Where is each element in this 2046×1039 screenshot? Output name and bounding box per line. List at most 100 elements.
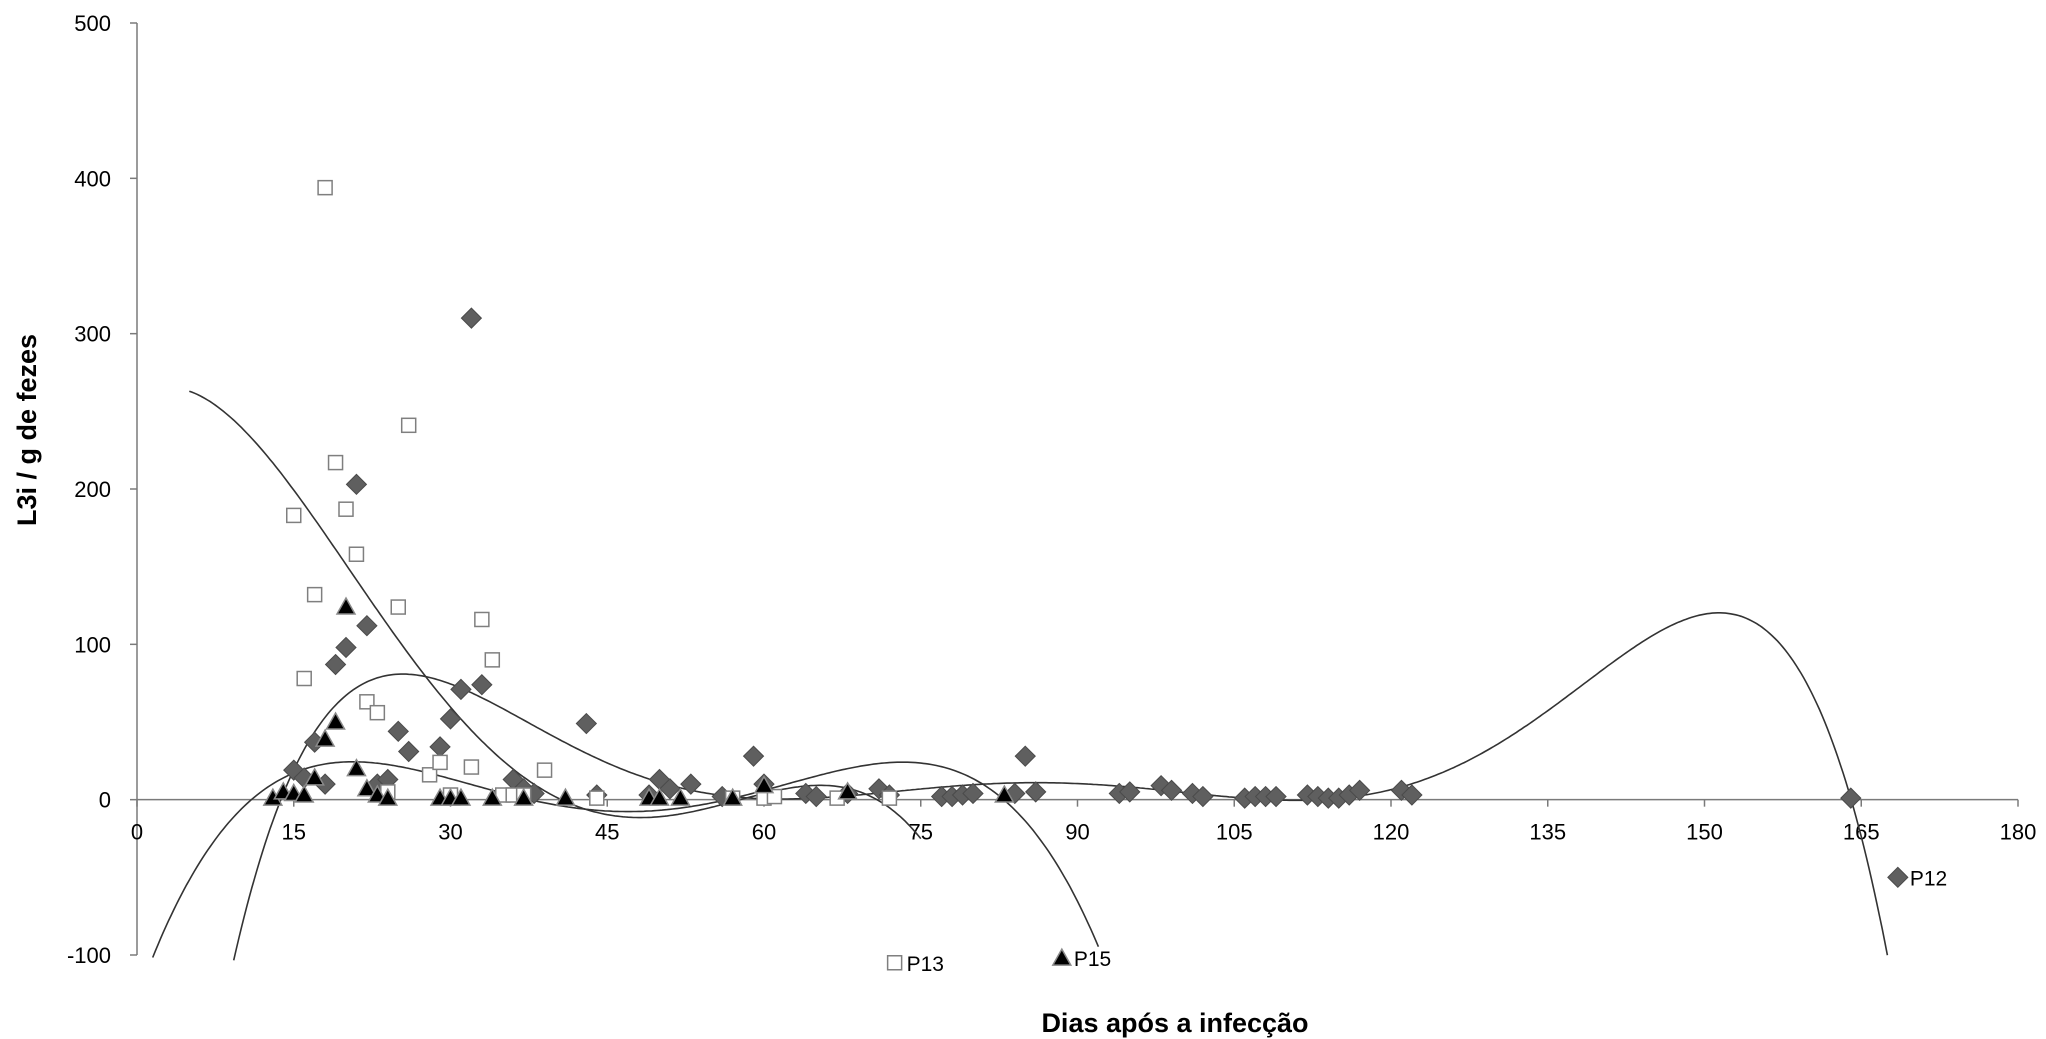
data-point-p12 [1014, 745, 1036, 767]
data-point-p15 [555, 787, 576, 806]
data-point-p13 [296, 670, 312, 687]
data-point-p15 [335, 596, 357, 615]
y-tick-label: 0 [99, 788, 111, 813]
x-tick-label: 120 [1373, 820, 1410, 845]
y-tick-label: -100 [67, 943, 111, 968]
data-point-p12 [742, 745, 765, 767]
data-point-p12 [1840, 787, 1862, 809]
data-point-p12 [335, 636, 357, 659]
y-tick-label: 100 [74, 632, 111, 657]
data-point-p15 [293, 784, 315, 803]
x-tick-label: 135 [1529, 820, 1566, 845]
data-point-p12 [460, 307, 483, 329]
data-point-p13 [317, 179, 333, 196]
data-point-p12 [575, 712, 598, 735]
x-axis-title: Dias após a infecção [1041, 1008, 1308, 1038]
x-tick-label: 150 [1686, 820, 1723, 845]
data-point-p13 [400, 417, 417, 434]
data-point-p13 [338, 501, 354, 517]
x-tick-label: 45 [595, 820, 619, 845]
y-axis-title: L3i / g de fezes [12, 334, 42, 526]
data-point-p15 [314, 728, 336, 747]
tick-labels: -100 0 100 200 300 400 500 0 15 30 45 60 75 90 105 120 1… [67, 11, 2036, 968]
data-point-p15 [304, 767, 325, 786]
series-label-p15: P15 [1051, 947, 1111, 971]
data-point-p12 [680, 773, 702, 795]
trend-curve-p12 [232, 612, 1889, 961]
trend-curve-p13 [189, 390, 922, 840]
data-point-p13 [432, 754, 448, 771]
data-point-p15 [753, 775, 775, 794]
series-label-p15-text: P15 [1074, 948, 1111, 971]
data-point-p12 [1401, 784, 1423, 806]
data-point-p13 [474, 611, 490, 628]
data-point-p12 [962, 782, 984, 805]
data-point-p12 [356, 614, 378, 637]
x-tick-label: 30 [438, 820, 462, 845]
data-point-p12 [387, 720, 409, 743]
data-point-p15 [670, 787, 691, 806]
series-label-p12: P12 [1887, 866, 1947, 890]
data-point-p15 [722, 787, 743, 806]
data-point-p15 [346, 758, 367, 777]
data-point-p12 [345, 473, 368, 496]
y-tick-label: 400 [74, 166, 111, 191]
series-label-p15-marker [1051, 947, 1073, 966]
trend-curves [151, 390, 1889, 961]
x-tick-label: 165 [1843, 820, 1880, 845]
data-point-p13 [369, 704, 386, 721]
x-tick-label: 105 [1216, 820, 1253, 845]
data-point-p12 [1160, 779, 1183, 802]
data-points [262, 179, 1862, 809]
x-tick-label: 15 [282, 820, 306, 845]
x-tick-label: 180 [2000, 820, 2037, 845]
data-point-p15 [325, 711, 346, 730]
data-point-p13 [536, 762, 553, 778]
data-point-p12 [471, 674, 493, 696]
series-label-p13-marker [886, 955, 903, 971]
data-point-p13 [286, 507, 302, 524]
x-tick-label: 60 [752, 820, 776, 845]
data-point-p15 [482, 787, 503, 806]
y-tick-label: 500 [74, 11, 111, 36]
trend-curve-p15 [151, 761, 1100, 958]
data-point-p15 [377, 787, 399, 806]
data-point-p15 [367, 784, 388, 803]
series-label-p13: P13 [886, 953, 944, 976]
data-point-p15 [450, 787, 472, 806]
data-point-p13 [484, 652, 501, 668]
y-tick-label: 300 [74, 322, 111, 347]
data-point-p13 [390, 599, 406, 615]
data-point-p13 [327, 454, 344, 471]
series-label-p12-text: P12 [1910, 867, 1947, 890]
axes [130, 22, 2019, 956]
data-point-p12 [1024, 781, 1047, 803]
data-point-p15 [356, 778, 378, 797]
series-label-p12-marker [1887, 866, 1909, 889]
x-tick-label: 0 [131, 820, 143, 845]
data-point-p12 [1348, 779, 1371, 802]
y-tick-label: 200 [74, 477, 111, 502]
data-point-p13 [463, 759, 480, 775]
data-point-p12 [659, 778, 681, 800]
data-point-p12 [439, 708, 462, 730]
data-point-p13 [589, 790, 605, 806]
data-point-p13 [306, 586, 323, 603]
x-tick-label: 90 [1065, 820, 1089, 845]
data-point-p15 [513, 787, 534, 806]
data-point-p12 [324, 653, 347, 676]
data-point-p12 [429, 736, 451, 758]
data-point-p12 [1119, 781, 1141, 803]
data-point-p15 [994, 784, 1015, 803]
x-tick-label: 75 [909, 820, 933, 845]
data-point-p12 [805, 785, 827, 808]
data-point-p15 [649, 787, 670, 806]
data-point-p13 [421, 767, 438, 783]
data-point-p12 [1265, 785, 1287, 808]
series-label-p13-text: P13 [907, 953, 944, 976]
data-point-p12 [1192, 785, 1214, 808]
data-point-p13 [881, 790, 898, 806]
data-point-p12 [397, 740, 420, 763]
data-point-p13 [348, 546, 365, 562]
